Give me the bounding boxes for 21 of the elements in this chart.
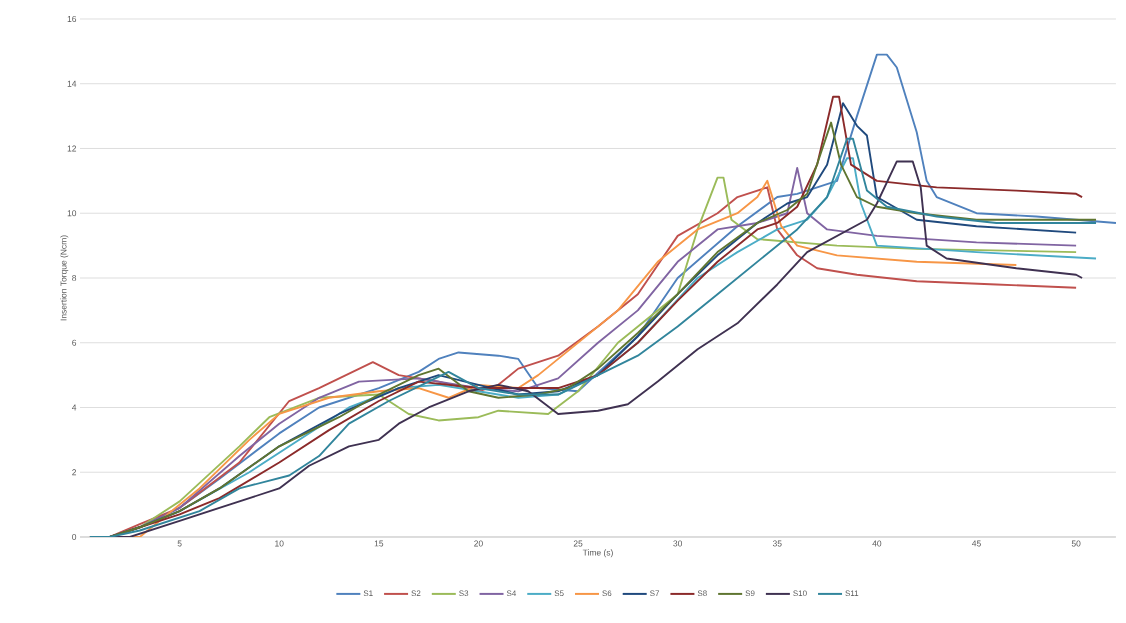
x-tick-label: 20 [474, 540, 483, 547]
x-tick-label: 5 [177, 540, 182, 547]
y-tick-label: 2 [72, 469, 77, 476]
y-tick-label: 16 [67, 15, 77, 22]
y-tick-label: 0 [72, 533, 77, 540]
x-tick-label: 50 [1071, 540, 1081, 547]
y-tick-label: 14 [67, 80, 77, 87]
x-tick-label: 15 [374, 540, 384, 547]
x-axis-title: Time (s) [582, 549, 613, 558]
x-tick-label: 35 [772, 540, 782, 547]
y-tick-label: 6 [72, 339, 77, 346]
x-tick-label: 45 [971, 540, 981, 547]
y-axis-title: Insertion Torque (Ncm) [60, 235, 69, 321]
y-tick-label: 10 [67, 210, 77, 217]
x-tick-label: 30 [673, 540, 683, 547]
x-tick-label: 25 [573, 540, 583, 547]
y-tick-label: 4 [71, 404, 77, 411]
y-tick-label: 12 [67, 145, 77, 152]
x-tick-label: 40 [872, 540, 882, 547]
y-tick-label: 8 [72, 274, 77, 281]
x-tick-label: 10 [275, 540, 284, 547]
